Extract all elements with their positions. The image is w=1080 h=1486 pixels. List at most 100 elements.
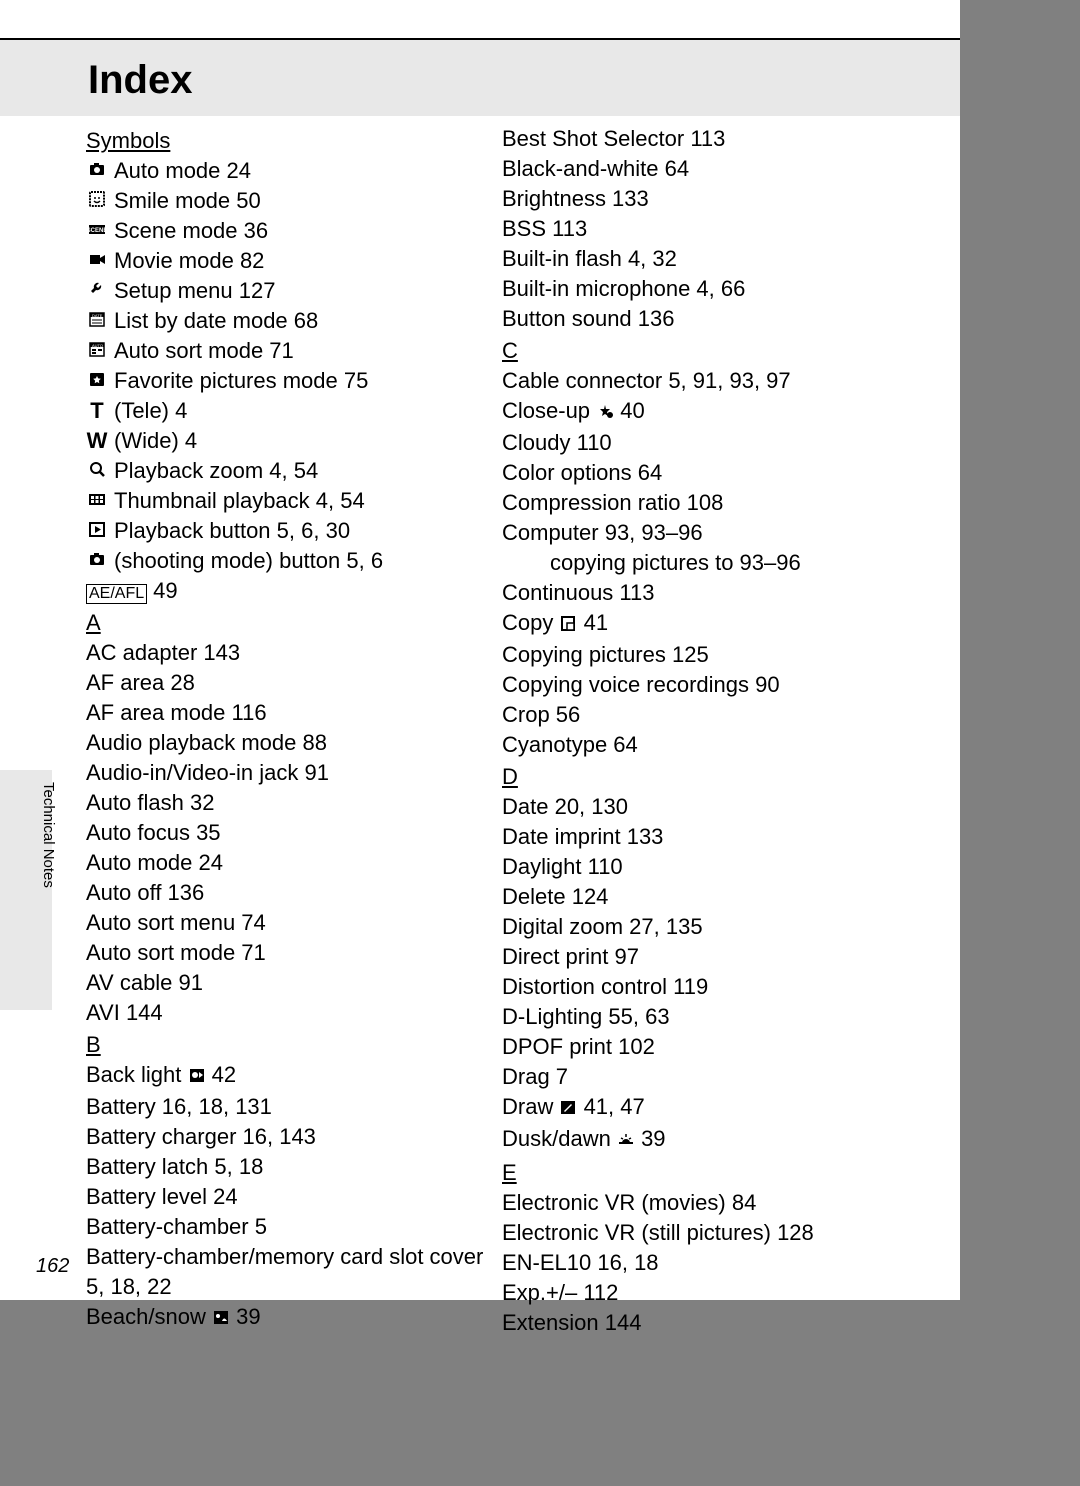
index-entry: Brightness 133	[502, 184, 900, 214]
index-entry: Battery-chamber 5	[86, 1212, 484, 1242]
camera-icon	[86, 160, 108, 178]
index-entry-text: Battery charger 16, 143	[86, 1122, 316, 1152]
index-entry-text: Auto mode 24	[114, 156, 251, 186]
title-band: Index	[0, 38, 960, 116]
index-entry: Compression ratio 108	[502, 488, 900, 518]
index-entry-text: Battery-chamber/memory card slot cover 5…	[86, 1242, 484, 1302]
document-page: Index Technical Notes 162 SymbolsAuto mo…	[0, 0, 960, 1300]
index-column-right: Best Shot Selector 113Black-and-white 64…	[502, 124, 900, 1260]
index-entry: Copying voice recordings 90	[502, 670, 900, 700]
index-entry: AF area 28	[86, 668, 484, 698]
dusk-icon	[617, 1126, 635, 1156]
index-entry-text: Date 20, 130	[502, 792, 628, 822]
index-entry-text: Playback button 5, 6, 30	[114, 516, 350, 546]
index-entry-text: Built-in microphone 4, 66	[502, 274, 745, 304]
index-entry-text: Crop 56	[502, 700, 580, 730]
index-entry-text: Draw 41, 47	[502, 1092, 645, 1124]
index-entry-text: Auto sort mode 71	[114, 336, 294, 366]
index-entry-text: AF area 28	[86, 668, 195, 698]
index-entry: Auto flash 32	[86, 788, 484, 818]
index-entry: Battery latch 5, 18	[86, 1152, 484, 1182]
index-entry: Button sound 136	[502, 304, 900, 334]
index-entry: Built-in microphone 4, 66	[502, 274, 900, 304]
index-entry-text: 49	[153, 576, 177, 606]
index-entry: Copying pictures 125	[502, 640, 900, 670]
index-entry-text: Audio playback mode 88	[86, 728, 327, 758]
index-entry-text: Auto sort mode 71	[86, 938, 266, 968]
index-entry: Dusk/dawn 39	[502, 1124, 900, 1156]
index-entry: Audio-in/Video-in jack 91	[86, 758, 484, 788]
index-entry: Best Shot Selector 113	[502, 124, 900, 154]
index-entry-text: Drag 7	[502, 1062, 568, 1092]
index-entry: Color options 64	[502, 458, 900, 488]
index-entry-text: AF area mode 116	[86, 698, 267, 728]
index-entry: List by date mode 68	[86, 306, 484, 336]
index-entry: AVI 144	[86, 998, 484, 1028]
closeup-icon	[596, 398, 614, 428]
copy-icon	[559, 610, 577, 640]
aeafl-icon: AE/AFL	[86, 584, 147, 604]
index-entry-text: AV cable 91	[86, 968, 203, 998]
index-entry-text: Delete 124	[502, 882, 608, 912]
section-heading-B: B	[86, 1030, 484, 1060]
index-entry: Close-up 40	[502, 396, 900, 428]
index-entry-text: Close-up 40	[502, 396, 645, 428]
index-entry: Built-in flash 4, 32	[502, 244, 900, 274]
index-entry-text: Computer 93, 93–96	[502, 518, 703, 548]
index-entry: Auto mode 24	[86, 848, 484, 878]
index-entry: Crop 56	[502, 700, 900, 730]
index-entry-text: Electronic VR (movies) 84	[502, 1188, 756, 1218]
index-entry: Favorite pictures mode 75	[86, 366, 484, 396]
page-number: 162	[36, 1255, 69, 1278]
index-entry-text: BSS 113	[502, 214, 587, 244]
index-entry: Auto sort mode 71	[86, 938, 484, 968]
index-entry-text: Cyanotype 64	[502, 730, 638, 760]
index-entry: AC adapter 143	[86, 638, 484, 668]
camera-icon	[86, 550, 108, 568]
index-entry: DPOF print 102	[502, 1032, 900, 1062]
list-date-icon	[86, 310, 108, 328]
index-entry-text: Button sound 136	[502, 304, 674, 334]
index-entry: Distortion control 119	[502, 972, 900, 1002]
index-columns: SymbolsAuto mode 24Smile mode 50Scene mo…	[86, 124, 900, 1260]
index-entry: Delete 124	[502, 882, 900, 912]
draw-icon	[559, 1094, 577, 1124]
index-entry: Digital zoom 27, 135	[502, 912, 900, 942]
index-entry-text: Cable connector 5, 91, 93, 97	[502, 366, 791, 396]
index-entry-text: Scene mode 36	[114, 216, 268, 246]
index-entry: Battery-chamber/memory card slot cover 5…	[86, 1242, 484, 1302]
index-entry: Auto sort menu 74	[86, 908, 484, 938]
index-entry: Cyanotype 64	[502, 730, 900, 760]
side-label: Technical Notes	[40, 782, 57, 888]
index-entry-text: Dusk/dawn 39	[502, 1124, 666, 1156]
index-entry-text: Extension 144	[502, 1308, 641, 1338]
index-entry: Cloudy 110	[502, 428, 900, 458]
index-entry-text: List by date mode 68	[114, 306, 318, 336]
index-entry: Scene mode 36	[86, 216, 484, 246]
beach-icon	[212, 1304, 230, 1334]
index-entry: (shooting mode) button 5, 6	[86, 546, 484, 576]
wrench-icon	[86, 280, 108, 298]
index-entry-text: Audio-in/Video-in jack 91	[86, 758, 329, 788]
index-entry-text: Exp.+/– 112	[502, 1278, 618, 1308]
index-entry-text: copying pictures to 93–96	[550, 548, 801, 578]
index-entry-text: Auto flash 32	[86, 788, 214, 818]
index-entry: Extension 144	[502, 1308, 900, 1338]
movie-icon	[86, 250, 108, 268]
index-entry: Direct print 97	[502, 942, 900, 972]
index-entry-text: AVI 144	[86, 998, 163, 1028]
index-entry: Battery charger 16, 143	[86, 1122, 484, 1152]
index-entry: Thumbnail playback 4, 54	[86, 486, 484, 516]
index-entry-text: (Wide) 4	[114, 426, 197, 456]
index-entry-text: DPOF print 102	[502, 1032, 655, 1062]
index-entry: Battery level 24	[86, 1182, 484, 1212]
index-entry: BSS 113	[502, 214, 900, 244]
index-entry: Back light 42	[86, 1060, 484, 1092]
index-entry-text: Built-in flash 4, 32	[502, 244, 677, 274]
index-entry-text: Thumbnail playback 4, 54	[114, 486, 365, 516]
index-entry-text: Favorite pictures mode 75	[114, 366, 368, 396]
index-entry-text: Best Shot Selector 113	[502, 124, 725, 154]
index-entry: Playback zoom 4, 54	[86, 456, 484, 486]
index-entry-text: Copying pictures 125	[502, 640, 709, 670]
index-entry: AF area mode 116	[86, 698, 484, 728]
